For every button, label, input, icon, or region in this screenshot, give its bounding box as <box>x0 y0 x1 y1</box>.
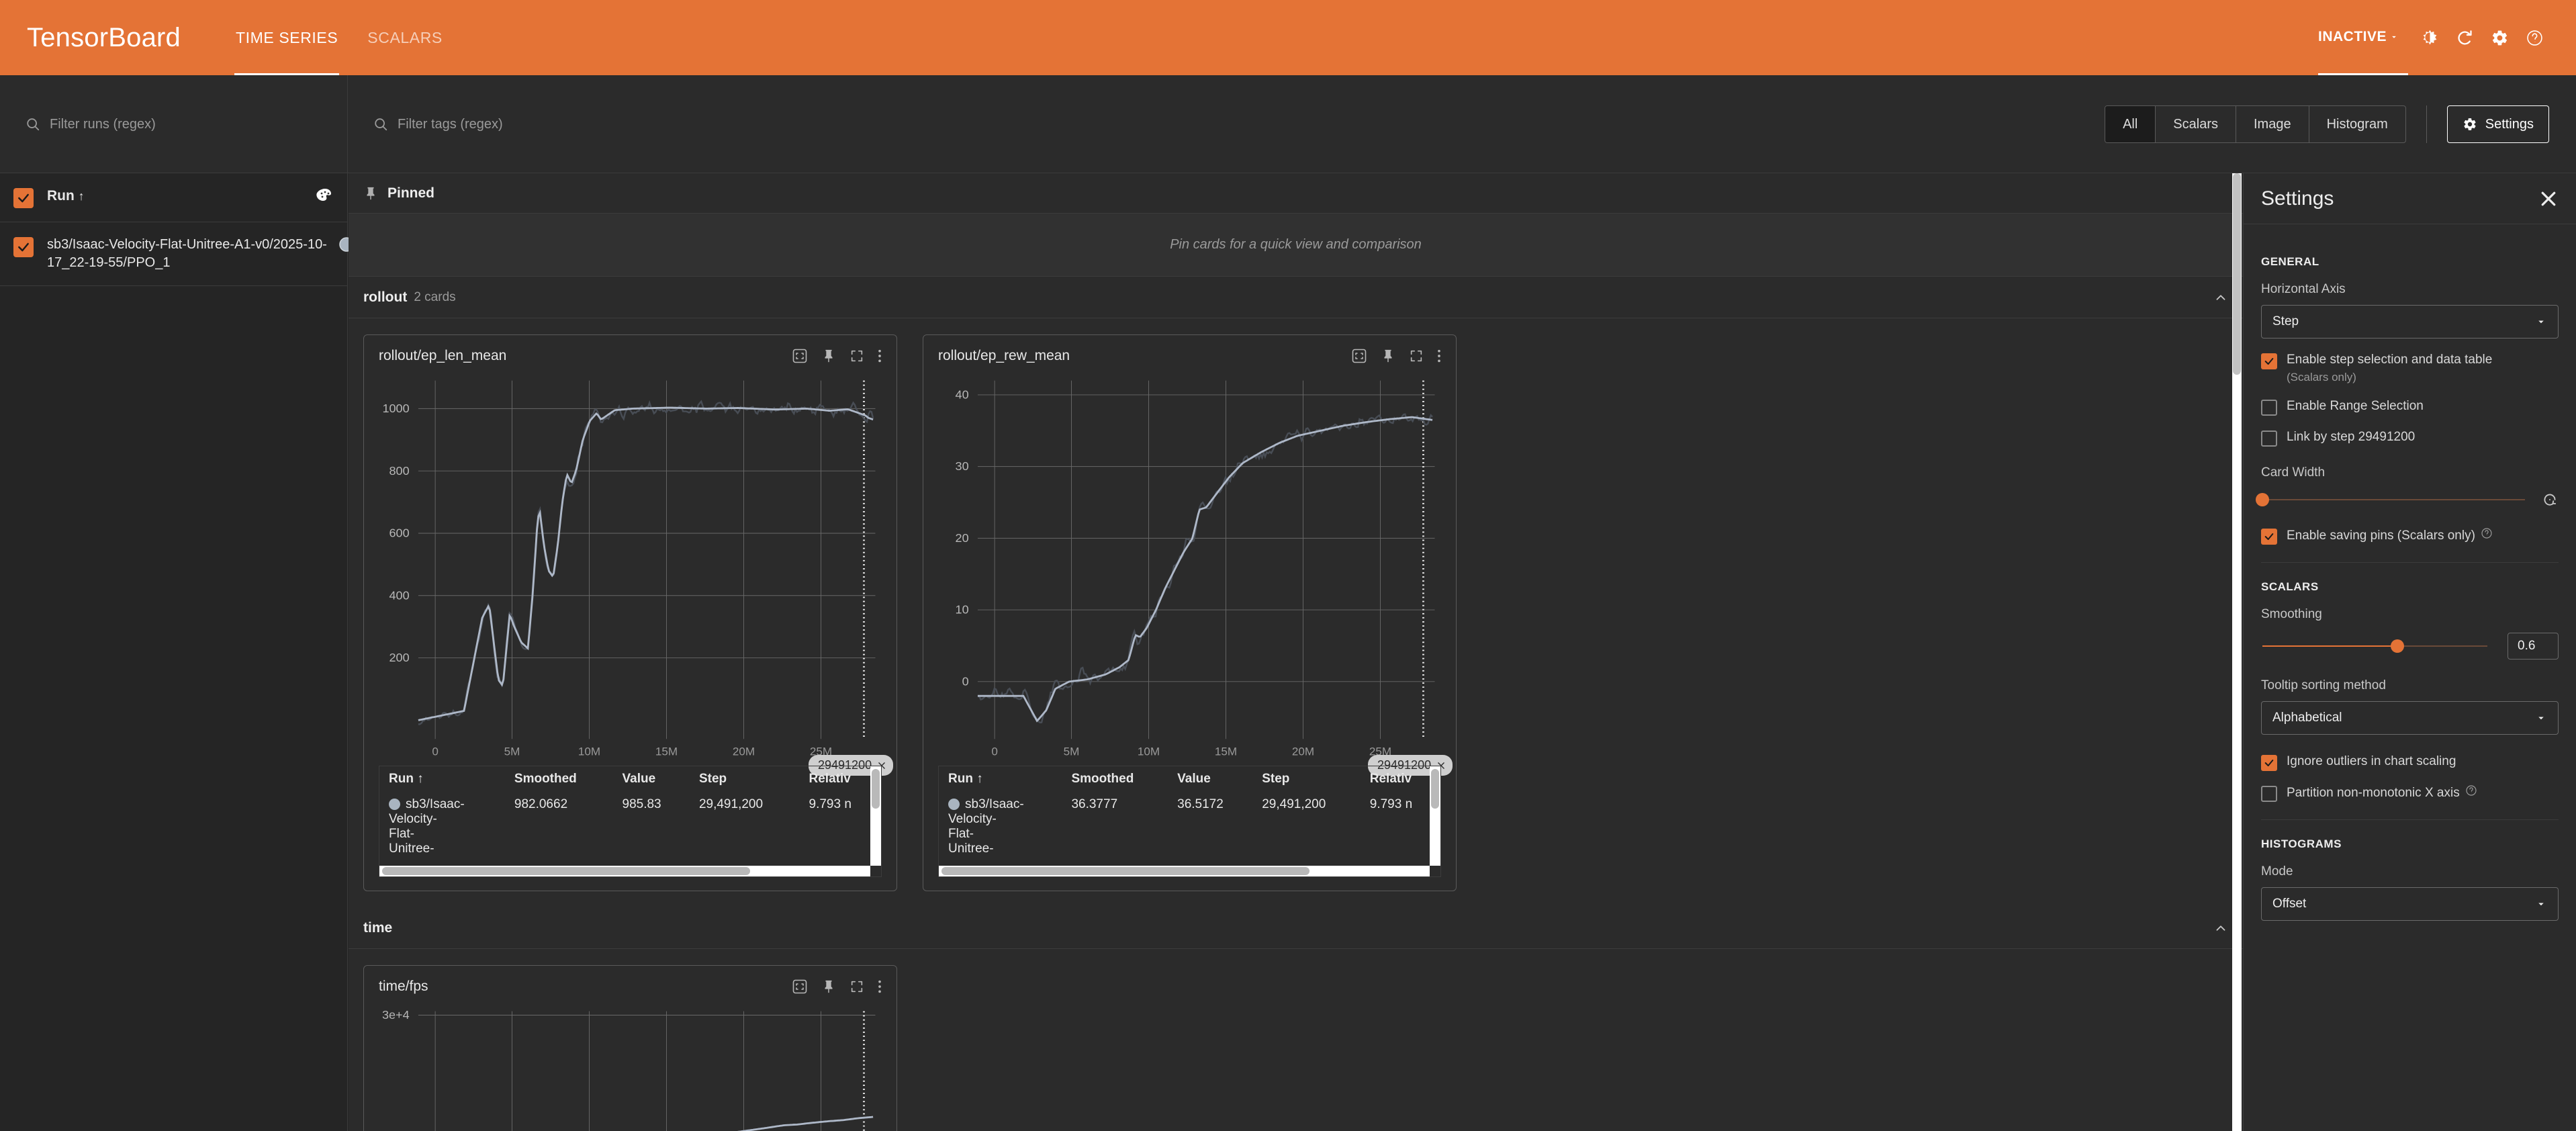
svg-text:800: 800 <box>389 464 410 478</box>
svg-text:3e+4: 3e+4 <box>382 1008 410 1022</box>
svg-text:10M: 10M <box>1138 745 1160 758</box>
svg-text:30: 30 <box>956 459 969 473</box>
svg-text:40: 40 <box>956 388 969 402</box>
svg-text:0: 0 <box>991 745 998 758</box>
svg-text:200: 200 <box>389 651 410 664</box>
svg-text:400: 400 <box>389 589 410 602</box>
svg-text:10M: 10M <box>578 745 600 758</box>
svg-text:20M: 20M <box>733 745 755 758</box>
svg-text:0: 0 <box>432 745 439 758</box>
svg-text:0: 0 <box>962 675 969 688</box>
svg-text:20M: 20M <box>1292 745 1314 758</box>
svg-text:15M: 15M <box>1215 745 1237 758</box>
svg-text:20: 20 <box>956 531 969 545</box>
svg-text:5M: 5M <box>504 745 520 758</box>
svg-text:1000: 1000 <box>382 402 409 415</box>
svg-text:5M: 5M <box>1064 745 1080 758</box>
svg-text:10: 10 <box>956 603 969 617</box>
svg-text:15M: 15M <box>655 745 678 758</box>
svg-text:600: 600 <box>389 527 410 540</box>
